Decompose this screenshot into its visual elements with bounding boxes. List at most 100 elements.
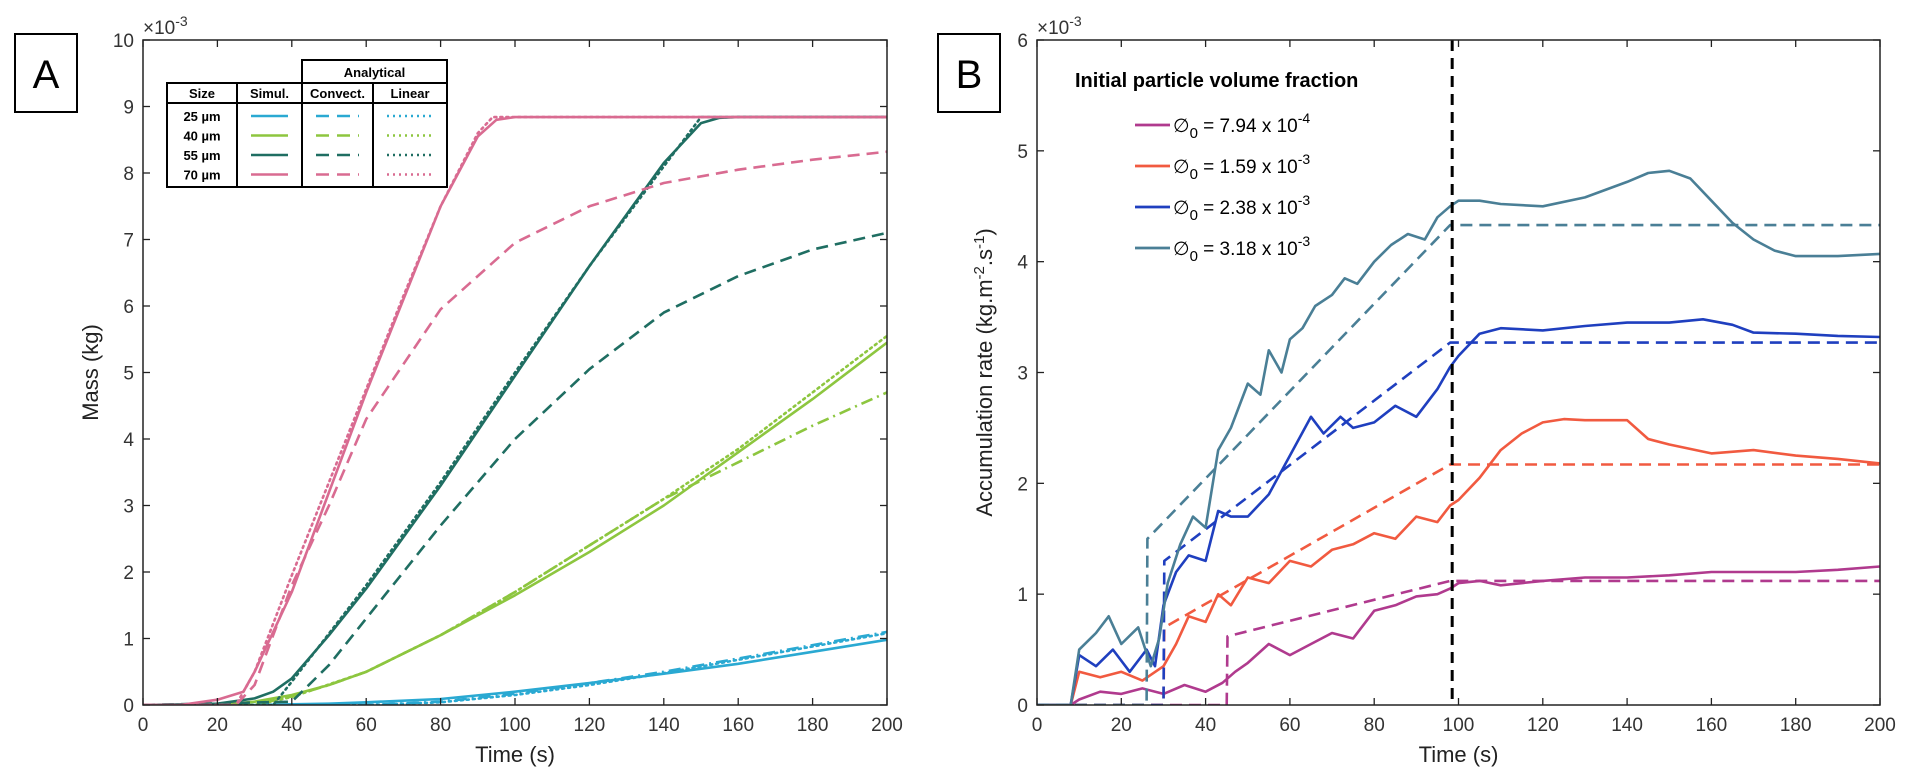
plot-area bbox=[1037, 40, 1880, 705]
y-axis-label: Mass (kg) bbox=[78, 324, 103, 421]
y-tick-label: 4 bbox=[1017, 253, 1028, 274]
x-axis-label: Time (s) bbox=[475, 742, 555, 767]
y-label-part: ) bbox=[972, 228, 997, 235]
y-tick-label: 6 bbox=[1017, 31, 1028, 52]
series-line-5 bbox=[143, 334, 887, 705]
legend-b-symbol: ∅ bbox=[1173, 198, 1190, 219]
x-tick-label: 120 bbox=[574, 715, 606, 736]
series-line-11 bbox=[143, 115, 887, 705]
y-tick-label: 0 bbox=[123, 696, 134, 717]
y-tick-label: 1 bbox=[123, 630, 134, 651]
x-tick-label: 40 bbox=[1195, 715, 1216, 736]
x-tick-label: 160 bbox=[1696, 715, 1728, 736]
series-line-7 bbox=[1037, 223, 1880, 705]
legend-b-symbol: ∅ bbox=[1173, 157, 1190, 178]
legend-b-symbol: ∅ bbox=[1173, 239, 1190, 260]
legend-b-entry: ∅0 = 1.59 x 10-3 bbox=[1173, 151, 1310, 183]
x-tick-label: 0 bbox=[138, 715, 149, 736]
series-line-10 bbox=[143, 150, 887, 705]
x-tick-label: 80 bbox=[430, 715, 451, 736]
x-tick-label: 20 bbox=[1111, 715, 1132, 736]
y-tick-label: 5 bbox=[123, 364, 134, 385]
x-tick-label: 80 bbox=[1364, 715, 1385, 736]
y-axis-label: Accumulation rate (kg.m-2.s-1) bbox=[971, 228, 997, 516]
legend-a-group-title: Analytical bbox=[344, 65, 405, 80]
legend-a-row-label: 70 µm bbox=[183, 168, 220, 183]
y-tick-label: 3 bbox=[123, 497, 134, 518]
y-label-sup: -1 bbox=[971, 236, 988, 249]
y-tick-label: 8 bbox=[123, 164, 134, 185]
y-tick-label: 6 bbox=[123, 297, 134, 318]
series-line-7 bbox=[143, 231, 887, 705]
panel-a-letter-box bbox=[14, 33, 78, 113]
x-tick-label: 200 bbox=[871, 715, 903, 736]
series-line-5 bbox=[1037, 341, 1880, 705]
y-tick-label: 2 bbox=[123, 563, 134, 584]
y-tick-label: 7 bbox=[123, 231, 134, 252]
y-exponent-power: -3 bbox=[175, 13, 188, 29]
legend-b-sub: 0 bbox=[1190, 248, 1198, 265]
x-tick-label: 60 bbox=[1279, 715, 1300, 736]
legend-b-title: Initial particle volume fraction bbox=[1075, 70, 1358, 92]
y-label-part: .s bbox=[972, 249, 997, 266]
y-label-sup: -2 bbox=[971, 266, 988, 279]
legend-a: Analytical Size Simul. Convect. Linear 25 µm 4… bbox=[166, 59, 448, 188]
panel-a-letter: A bbox=[33, 53, 60, 97]
series-line-6 bbox=[143, 115, 887, 705]
y-exponent-label: ×10-3 bbox=[1037, 13, 1082, 39]
legend-b-text: = 7.94 x 10 bbox=[1198, 116, 1298, 137]
legend-b-sup: -3 bbox=[1298, 151, 1311, 167]
legend-a-row-label: 40 µm bbox=[183, 129, 220, 144]
panel-b-letter-box bbox=[937, 33, 1001, 113]
x-tick-label: 40 bbox=[281, 715, 302, 736]
y-tick-label: 1 bbox=[1017, 585, 1028, 606]
y-tick-label: 9 bbox=[123, 98, 134, 119]
y-exponent-power: -3 bbox=[1069, 13, 1082, 29]
series-line-2 bbox=[1037, 417, 1880, 705]
series-line-2 bbox=[143, 631, 887, 705]
legend-b-text: = 3.18 x 10 bbox=[1198, 239, 1298, 260]
legend-b-sub: 0 bbox=[1190, 125, 1198, 142]
x-tick-label: 160 bbox=[722, 715, 754, 736]
x-tick-label: 140 bbox=[1611, 715, 1643, 736]
panel-b-letter: B bbox=[956, 53, 983, 97]
legend-b-text: = 2.38 x 10 bbox=[1198, 198, 1298, 219]
y-exponent-label: ×10-3 bbox=[143, 13, 188, 39]
y-label-part: Accumulation rate (kg.m bbox=[972, 279, 997, 516]
legend-b-sup: -3 bbox=[1298, 192, 1311, 208]
legend-b-sup: -4 bbox=[1298, 110, 1311, 126]
legend-b-symbol: ∅ bbox=[1173, 116, 1190, 137]
legend-b-sub: 0 bbox=[1190, 207, 1198, 224]
legend-a-group-header bbox=[301, 59, 448, 84]
panel-a: 0 20 40 60 80 100 120 140 160 180 200 0 1 2 3 4 5 6 7 8 9 10 ×… bbox=[78, 13, 903, 767]
y-tick-label: 2 bbox=[1017, 474, 1028, 495]
legend-b: Initial particle volume fraction∅0 = 7.9… bbox=[1075, 70, 1358, 265]
x-tick-label: 0 bbox=[1032, 715, 1043, 736]
x-tick-label: 60 bbox=[356, 715, 377, 736]
series-line-6 bbox=[1037, 169, 1880, 705]
legend-a-col-header: Convect. bbox=[310, 86, 365, 101]
legend-a-col-header: Linear bbox=[390, 86, 429, 101]
legend-a-row-label: 55 µm bbox=[183, 148, 220, 163]
x-tick-label: 20 bbox=[207, 715, 228, 736]
series-group bbox=[143, 115, 887, 705]
y-tick-label: 4 bbox=[123, 430, 134, 451]
legend-b-text: = 1.59 x 10 bbox=[1198, 157, 1298, 178]
legend-b-entry: ∅0 = 3.18 x 10-3 bbox=[1173, 233, 1310, 265]
y-tick-label: 0 bbox=[1017, 696, 1028, 717]
x-tick-label: 180 bbox=[797, 715, 829, 736]
legend-a-col-header: Simul. bbox=[250, 86, 289, 101]
series-line-1 bbox=[1037, 579, 1880, 705]
x-tick-label: 120 bbox=[1527, 715, 1559, 736]
legend-b-entry: ∅0 = 2.38 x 10-3 bbox=[1173, 192, 1310, 224]
x-axis-label: Time (s) bbox=[1419, 742, 1499, 767]
x-tick-label: 100 bbox=[499, 715, 531, 736]
y-tick-label: 5 bbox=[1017, 142, 1028, 163]
series-line-0 bbox=[1037, 565, 1880, 705]
legend-a-row-label: 25 µm bbox=[183, 109, 220, 124]
x-tick-label: 140 bbox=[648, 715, 680, 736]
legend-b-sub: 0 bbox=[1190, 166, 1198, 183]
series-group bbox=[1037, 169, 1880, 705]
series-line-3 bbox=[1037, 463, 1880, 705]
